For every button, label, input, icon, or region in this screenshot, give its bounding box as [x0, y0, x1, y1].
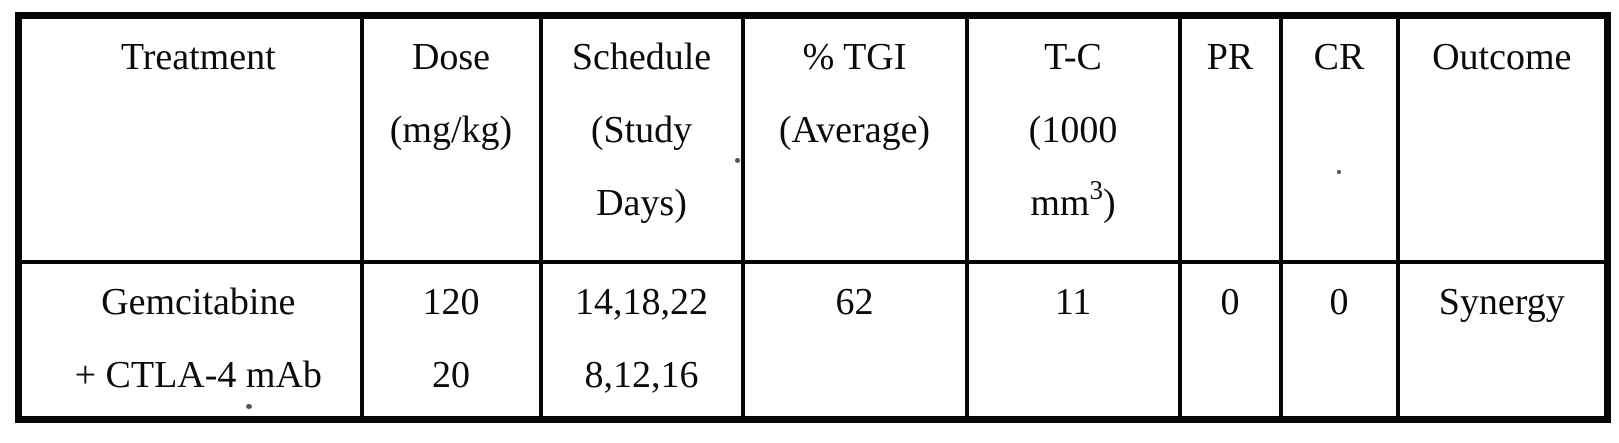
tc-unit-close-paren: )	[1102, 182, 1116, 224]
treatment-name-line-2: + CTLA-4 mAb	[74, 353, 322, 396]
outcome-value: Synergy	[1438, 280, 1565, 323]
tgi-value: 62	[835, 280, 874, 323]
cell-tgi: 62	[740, 259, 969, 422]
cell-cr: 0	[1278, 259, 1400, 422]
cell-outcome: Synergy	[1395, 259, 1610, 422]
header-cell-treatment: Treatment	[16, 13, 364, 264]
header-cr-label: CR	[1313, 36, 1365, 78]
header-cell-pr: PR	[1177, 13, 1283, 264]
header-tc-unit: mm3)	[971, 167, 1176, 240]
header-cell-outcome: Outcome	[1395, 13, 1610, 264]
header-schedule-label: Schedule	[571, 36, 712, 78]
header-cell-tgi: % TGI (Average)	[740, 13, 969, 264]
tc-value: 11	[1054, 280, 1092, 323]
header-treatment-label: Treatment	[120, 36, 276, 78]
header-cell-dose: Dose (mg/kg)	[359, 13, 543, 264]
tc-unit-base: mm	[1030, 182, 1090, 224]
header-tc-label: T-C	[1044, 36, 1102, 78]
header-pr-label: PR	[1206, 36, 1254, 78]
header-tgi-sub: (Average)	[778, 109, 931, 151]
scan-speck	[735, 158, 740, 163]
pr-value: 0	[1220, 280, 1240, 323]
cell-pr: 0	[1177, 259, 1283, 422]
cell-treatment: Gemcitabine + CTLA-4 mAb	[16, 259, 364, 422]
treatment-name-line-1: Gemcitabine	[101, 280, 296, 323]
schedule-days-2: 8,12,16	[584, 353, 699, 396]
cell-tc: 11	[964, 259, 1182, 422]
header-cell-cr: CR	[1278, 13, 1400, 264]
treatment-results-table: Treatment Dose (mg/kg) Schedule (Study D…	[15, 12, 1611, 423]
dose-value-2: 20	[432, 353, 470, 396]
scan-speck	[246, 404, 252, 409]
header-dose-label: Dose	[411, 36, 491, 78]
header-cell-schedule: Schedule (Study Days)	[538, 13, 745, 264]
header-schedule-sub1: (Study	[590, 109, 693, 151]
header-dose-unit: (mg/kg)	[389, 109, 513, 151]
header-tgi-label: % TGI	[802, 36, 907, 78]
header-outcome-label: Outcome	[1432, 36, 1572, 78]
header-schedule-sub2: Days)	[596, 182, 687, 224]
tc-unit-superscript: 3	[1089, 175, 1103, 205]
schedule-days-1: 14,18,22	[575, 280, 708, 323]
cell-dose: 120 20	[359, 259, 543, 422]
cr-value: 0	[1329, 280, 1349, 323]
cell-schedule: 14,18,22 8,12,16	[538, 259, 745, 422]
dose-value-1: 120	[422, 280, 480, 323]
scan-speck	[1337, 170, 1341, 174]
header-row: Treatment Dose (mg/kg) Schedule (Study D…	[16, 13, 1610, 264]
header-cell-tc: T-C (1000 mm3)	[964, 13, 1182, 264]
table-row: Gemcitabine + CTLA-4 mAb 120 20 14,18,22…	[16, 259, 1610, 422]
header-tc-sub: (1000	[1028, 109, 1118, 151]
